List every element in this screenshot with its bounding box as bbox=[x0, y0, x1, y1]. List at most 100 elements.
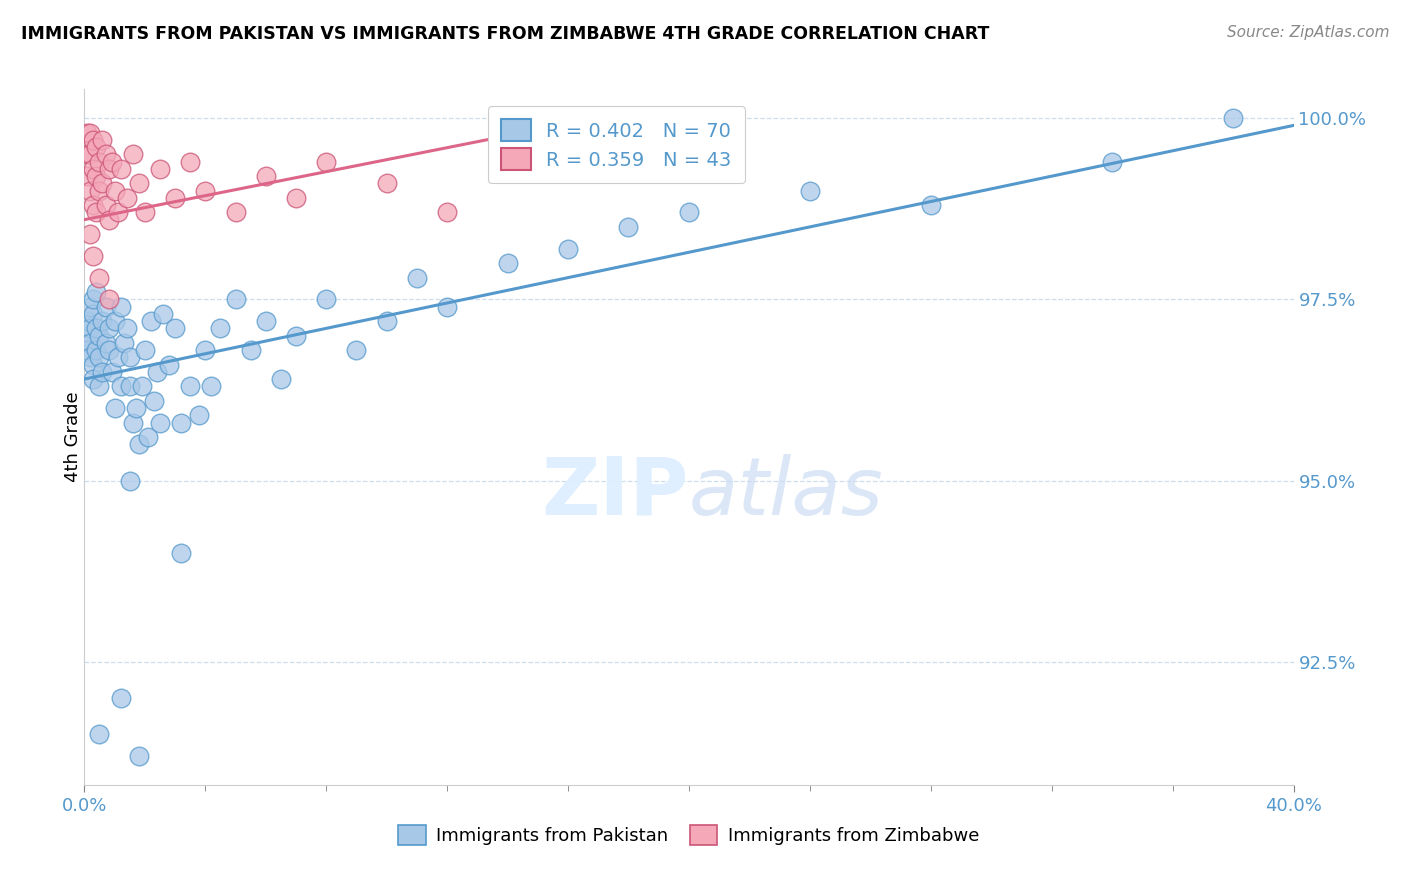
Point bbox=[76, 343, 98, 357]
Point bbox=[94, 198, 117, 212]
Text: Source: ZipAtlas.com: Source: ZipAtlas.com bbox=[1226, 25, 1389, 40]
Point bbox=[225, 293, 247, 307]
Point bbox=[678, 205, 700, 219]
Point bbox=[86, 285, 108, 300]
Legend: Immigrants from Pakistan, Immigrants from Zimbabwe: Immigrants from Pakistan, Immigrants fro… bbox=[391, 818, 987, 853]
Point bbox=[131, 379, 153, 393]
Point bbox=[86, 169, 108, 184]
Point bbox=[128, 437, 150, 451]
Point bbox=[79, 300, 101, 314]
Point bbox=[89, 351, 111, 365]
Point bbox=[315, 154, 337, 169]
Point bbox=[82, 133, 104, 147]
Point bbox=[76, 147, 98, 161]
Y-axis label: 4th Grade: 4th Grade bbox=[65, 392, 82, 483]
Point bbox=[97, 212, 120, 227]
Point bbox=[170, 546, 193, 560]
Point bbox=[121, 416, 143, 430]
Point bbox=[91, 314, 114, 328]
Point bbox=[100, 154, 122, 169]
Point bbox=[136, 430, 159, 444]
Point bbox=[254, 314, 277, 328]
Point bbox=[194, 184, 217, 198]
Point bbox=[104, 184, 127, 198]
Point bbox=[97, 293, 120, 307]
Point bbox=[82, 307, 104, 321]
Point bbox=[179, 379, 201, 393]
Point bbox=[82, 372, 104, 386]
Point bbox=[82, 293, 104, 307]
Point bbox=[121, 147, 143, 161]
Point bbox=[79, 321, 101, 335]
Point bbox=[104, 401, 127, 416]
Point bbox=[86, 140, 108, 154]
Point bbox=[97, 321, 120, 335]
Point bbox=[118, 474, 141, 488]
Point bbox=[91, 177, 114, 191]
Point bbox=[107, 351, 129, 365]
Point bbox=[139, 314, 162, 328]
Point bbox=[97, 343, 120, 357]
Point bbox=[110, 690, 132, 705]
Point bbox=[375, 314, 398, 328]
Point bbox=[89, 379, 111, 393]
Point bbox=[89, 184, 111, 198]
Point bbox=[270, 372, 292, 386]
Point bbox=[125, 401, 148, 416]
Point bbox=[920, 198, 942, 212]
Point bbox=[82, 249, 104, 263]
Point bbox=[496, 256, 519, 270]
Point bbox=[315, 293, 337, 307]
Point bbox=[225, 205, 247, 219]
Point bbox=[79, 227, 101, 241]
Point bbox=[100, 365, 122, 379]
Point bbox=[115, 321, 138, 335]
Point bbox=[86, 343, 108, 357]
Point bbox=[157, 358, 180, 372]
Point bbox=[89, 727, 111, 741]
Point bbox=[496, 161, 519, 176]
Point bbox=[170, 416, 193, 430]
Point bbox=[89, 328, 111, 343]
Point bbox=[118, 379, 141, 393]
Point bbox=[285, 328, 308, 343]
Point bbox=[82, 358, 104, 372]
Point bbox=[128, 748, 150, 763]
Point bbox=[152, 307, 174, 321]
Point bbox=[1222, 111, 1244, 125]
Point bbox=[91, 133, 114, 147]
Point bbox=[239, 343, 262, 357]
Point bbox=[89, 270, 111, 285]
Point bbox=[76, 328, 98, 343]
Point bbox=[110, 161, 132, 176]
Point bbox=[86, 321, 108, 335]
Point bbox=[128, 177, 150, 191]
Point bbox=[209, 321, 232, 335]
Point bbox=[146, 365, 169, 379]
Point bbox=[142, 393, 165, 408]
Point bbox=[1101, 154, 1123, 169]
Point bbox=[436, 300, 458, 314]
Point bbox=[104, 314, 127, 328]
Point bbox=[200, 379, 222, 393]
Point bbox=[149, 416, 172, 430]
Point bbox=[194, 343, 217, 357]
Point bbox=[79, 351, 101, 365]
Point bbox=[107, 205, 129, 219]
Point bbox=[79, 335, 101, 350]
Point bbox=[165, 321, 187, 335]
Text: IMMIGRANTS FROM PAKISTAN VS IMMIGRANTS FROM ZIMBABWE 4TH GRADE CORRELATION CHART: IMMIGRANTS FROM PAKISTAN VS IMMIGRANTS F… bbox=[21, 25, 990, 43]
Point bbox=[110, 379, 132, 393]
Point bbox=[285, 191, 308, 205]
Point bbox=[112, 335, 135, 350]
Point bbox=[346, 343, 368, 357]
Point bbox=[110, 300, 132, 314]
Point bbox=[82, 198, 104, 212]
Point bbox=[149, 161, 172, 176]
Point bbox=[179, 154, 201, 169]
Point bbox=[115, 191, 138, 205]
Text: atlas: atlas bbox=[689, 454, 884, 532]
Point bbox=[97, 161, 120, 176]
Text: ZIP: ZIP bbox=[541, 454, 689, 532]
Point bbox=[89, 154, 111, 169]
